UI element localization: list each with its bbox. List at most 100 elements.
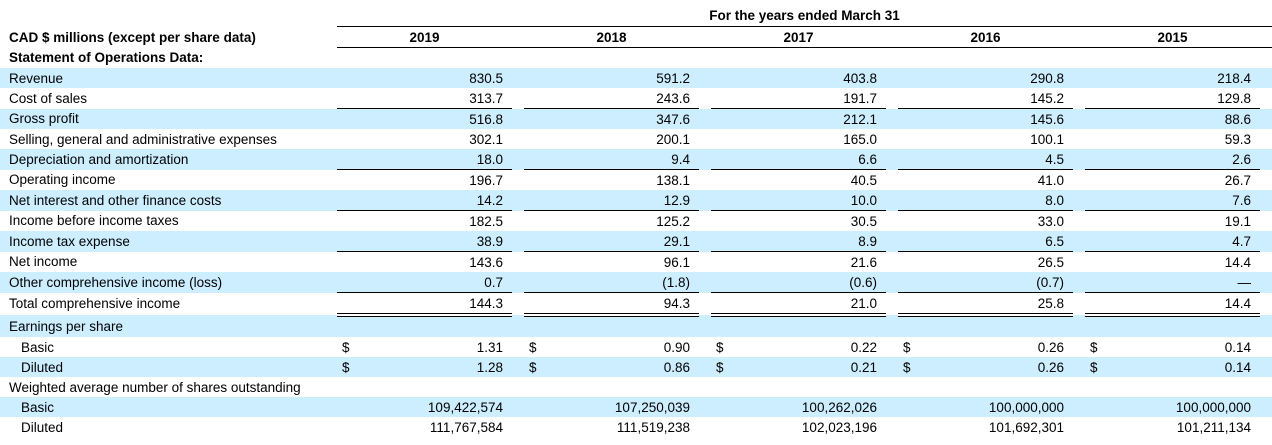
cell-value: 14.4 bbox=[1107, 292, 1260, 317]
column-gap bbox=[1073, 129, 1085, 149]
table-row: Total comprehensive income 144.3 94.3 21.0 2… bbox=[0, 292, 1272, 317]
currency-symbol bbox=[337, 272, 359, 293]
cell-value: 18.0 bbox=[359, 149, 512, 170]
column-gap bbox=[512, 377, 524, 397]
year-header: 2017 bbox=[711, 26, 886, 48]
column-gap bbox=[1073, 88, 1085, 109]
cell-value: (0.7) bbox=[920, 272, 1073, 293]
currency-symbol bbox=[1085, 417, 1107, 437]
cell-value: 145.6 bbox=[920, 108, 1073, 129]
currency-symbol bbox=[898, 48, 920, 69]
column-gap bbox=[886, 315, 898, 337]
currency-symbol bbox=[1085, 315, 1107, 337]
cell-value bbox=[733, 377, 886, 397]
cell-value: 102,023,196 bbox=[801, 419, 877, 435]
cell-value: 21.0 bbox=[733, 292, 886, 317]
column-gap bbox=[1073, 170, 1085, 191]
cell-value: 138.1 bbox=[656, 172, 690, 188]
cell-value: 59.3 bbox=[1224, 131, 1251, 147]
currency-symbol bbox=[1085, 170, 1107, 191]
cell-value: 0.26 bbox=[920, 357, 1073, 377]
currency-symbol bbox=[711, 315, 733, 337]
year-header: 2015 bbox=[1085, 26, 1260, 48]
column-gap bbox=[886, 252, 898, 273]
column-gap bbox=[1260, 293, 1272, 316]
column-gap bbox=[886, 231, 898, 252]
cell-value: 196.7 bbox=[469, 172, 503, 188]
cell-value: 6.5 bbox=[920, 231, 1073, 252]
column-gap bbox=[512, 252, 524, 273]
currency-symbol bbox=[524, 272, 546, 293]
currency-symbol bbox=[524, 397, 546, 417]
currency-symbol: $ bbox=[716, 339, 724, 355]
table-row: Income tax expense 38.9 29.1 8.9 6.5 4.7 bbox=[0, 231, 1272, 252]
cell-value: 14.2 bbox=[359, 190, 512, 211]
cell-value: 9.4 bbox=[546, 149, 699, 170]
cell-value: 200.1 bbox=[656, 131, 690, 147]
unit-label: CAD $ millions (except per share data) bbox=[9, 29, 256, 45]
cell-value: 29.1 bbox=[546, 231, 699, 252]
cell-value: 100,262,026 bbox=[733, 397, 886, 417]
column-gap bbox=[1073, 108, 1085, 129]
cell-value: 129.8 bbox=[1107, 88, 1260, 109]
table-body: Statement of Operations Data: Revenue 830.… bbox=[0, 48, 1272, 438]
column-gap bbox=[1073, 293, 1085, 316]
column-gap bbox=[699, 88, 711, 109]
currency-symbol bbox=[898, 417, 920, 437]
column-gap bbox=[1073, 149, 1085, 170]
cell-value: 0.90 bbox=[663, 339, 690, 355]
column-gap bbox=[699, 252, 711, 273]
column-gap bbox=[886, 48, 898, 69]
currency-symbol bbox=[1085, 129, 1107, 149]
column-gap bbox=[699, 48, 711, 69]
column-gap bbox=[1260, 26, 1272, 48]
column-gap bbox=[1260, 48, 1272, 69]
currency-symbol bbox=[711, 68, 733, 88]
column-gap bbox=[512, 129, 524, 149]
currency-symbol bbox=[524, 377, 546, 397]
cell-value bbox=[733, 315, 886, 337]
year-header: 2016 bbox=[898, 26, 1073, 48]
column-gap bbox=[886, 417, 898, 437]
currency-symbol bbox=[1085, 48, 1107, 69]
column-gap bbox=[1073, 26, 1085, 48]
cell-value: 4.5 bbox=[920, 149, 1073, 170]
column-gap bbox=[1260, 68, 1272, 88]
cell-value: 21.6 bbox=[850, 254, 877, 270]
row-label: Statement of Operations Data: bbox=[9, 50, 204, 66]
column-gap bbox=[1260, 211, 1272, 232]
row-label: Gross profit bbox=[0, 108, 337, 129]
currency-symbol bbox=[711, 417, 733, 437]
cell-value: 109,422,574 bbox=[359, 397, 512, 417]
row-label: Net interest and other finance costs bbox=[0, 190, 337, 211]
cell-value bbox=[546, 377, 699, 397]
column-gap bbox=[699, 170, 711, 191]
column-gap bbox=[1073, 357, 1085, 377]
cell-value: 182.5 bbox=[469, 213, 503, 229]
column-gap bbox=[699, 397, 711, 417]
column-gap bbox=[699, 149, 711, 170]
column-gap bbox=[699, 190, 711, 211]
column-gap bbox=[512, 26, 524, 48]
cell-value: 19.1 bbox=[1224, 213, 1251, 229]
currency-symbol bbox=[898, 292, 920, 317]
cell-value: 145.2 bbox=[920, 88, 1073, 109]
column-gap bbox=[886, 68, 898, 88]
currency-symbol bbox=[711, 108, 733, 129]
currency-symbol bbox=[898, 149, 920, 170]
column-gap bbox=[512, 397, 524, 417]
column-gap bbox=[512, 211, 524, 232]
cell-value: 516.8 bbox=[359, 108, 512, 129]
cell-value: 1.31 bbox=[476, 339, 503, 355]
column-gap bbox=[512, 170, 524, 191]
cell-value: 8.0 bbox=[920, 190, 1073, 211]
cell-value bbox=[359, 48, 512, 69]
currency-symbol bbox=[898, 170, 920, 191]
row-label: Basic bbox=[21, 339, 55, 355]
cell-value: 111,519,238 bbox=[616, 419, 690, 435]
column-gap bbox=[512, 231, 524, 252]
currency-symbol bbox=[337, 397, 359, 417]
cell-value: 30.5 bbox=[850, 213, 877, 229]
column-gap bbox=[512, 315, 524, 337]
